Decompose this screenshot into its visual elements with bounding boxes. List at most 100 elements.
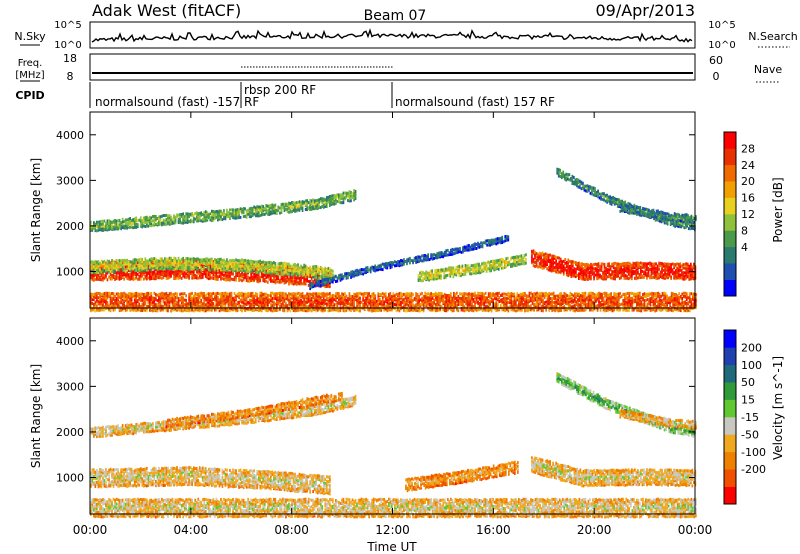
heatmap-cell — [591, 269, 594, 273]
heatmap-cell — [492, 241, 494, 244]
heatmap-cell — [588, 277, 591, 281]
heatmap-cell — [676, 266, 678, 270]
heatmap-cell — [572, 268, 574, 272]
heatmap-cell — [348, 190, 351, 194]
heatmap-cell — [165, 293, 168, 297]
heatmap-cell — [124, 292, 127, 296]
heatmap-cell — [102, 278, 104, 282]
heatmap-cell — [112, 294, 115, 298]
heatmap-cell — [540, 262, 542, 266]
heatmap-cell — [180, 221, 183, 225]
heatmap-cell — [612, 262, 615, 266]
heatmap-cell — [537, 258, 539, 262]
power-heatmap — [90, 167, 697, 313]
heatmap-cell — [532, 251, 535, 255]
heatmap-cell — [582, 183, 584, 187]
heatmap-cell — [100, 270, 103, 274]
heatmap-cell — [655, 274, 657, 278]
heatmap-cell — [194, 274, 197, 277]
heatmap-cell — [564, 258, 567, 262]
heatmap-cell — [123, 260, 125, 264]
heatmap-cell — [534, 250, 536, 254]
heatmap-cell — [434, 253, 437, 257]
heatmap-cell — [146, 292, 148, 295]
heatmap-cell — [144, 257, 147, 261]
heatmap-cell — [127, 266, 130, 270]
heatmap-cell — [637, 208, 640, 211]
heatmap-cell — [582, 186, 584, 190]
heatmap-cell — [91, 270, 94, 274]
heatmap-cell — [133, 293, 136, 297]
heatmap-cell — [283, 274, 286, 278]
heatmap-cell — [96, 298, 98, 302]
heatmap-cell — [114, 220, 116, 224]
heatmap-cell — [658, 273, 660, 277]
heatmap-cell — [158, 221, 160, 225]
heatmap-cell — [180, 296, 183, 299]
heatmap-cell — [612, 270, 615, 274]
heatmap-cell — [466, 248, 469, 252]
heatmap-cell — [629, 274, 632, 278]
heatmap-cell — [153, 272, 156, 275]
heatmap-cell — [659, 261, 662, 265]
heatmap-cell — [495, 239, 498, 243]
heatmap-cell — [185, 217, 187, 221]
heatmap-cell — [124, 220, 127, 224]
heatmap-cell — [634, 263, 636, 267]
heatmap-cell — [690, 267, 692, 271]
heatmap-cell — [603, 275, 606, 279]
heatmap-cell — [590, 274, 592, 278]
heatmap-cell — [679, 262, 682, 266]
heatmap-cell — [260, 271, 263, 275]
heatmap-cell — [130, 219, 133, 223]
heatmap-cell — [504, 235, 507, 238]
heatmap-cell — [456, 247, 458, 251]
heatmap-cell — [117, 294, 119, 298]
heatmap-cell — [487, 267, 489, 271]
heatmap-cell — [152, 300, 154, 304]
heatmap-cell — [623, 208, 626, 212]
heatmap-cell — [461, 264, 464, 268]
heatmap-cell — [188, 276, 190, 280]
heatmap-cell — [353, 274, 355, 278]
heatmap-cell — [289, 278, 292, 282]
heatmap-cell — [138, 268, 141, 272]
heatmap-cell — [481, 241, 484, 245]
heatmap-cell — [333, 193, 336, 197]
heatmap-cell — [445, 252, 448, 256]
heatmap-cell — [621, 273, 624, 277]
heatmap-cell — [270, 271, 272, 275]
heatmap-cell — [401, 259, 404, 263]
heatmap-cell — [223, 211, 225, 215]
heatmap-cell — [162, 263, 165, 267]
heatmap-cell — [282, 204, 284, 208]
heatmap-cell — [473, 263, 476, 267]
heatmap-cell — [466, 244, 469, 248]
heatmap-cell — [185, 262, 187, 265]
heatmap-cell — [690, 264, 692, 268]
heatmap-cell — [170, 256, 172, 260]
heatmap-cell — [242, 207, 245, 210]
heatmap-cell — [99, 262, 101, 265]
heatmap-cell — [194, 267, 197, 271]
heatmap-cell — [606, 264, 609, 268]
heatmap-cell — [562, 175, 565, 179]
heatmap-cell — [90, 228, 92, 232]
heatmap-cell — [615, 197, 617, 201]
heatmap-cell — [438, 274, 441, 278]
heatmap-cell — [561, 263, 564, 267]
heatmap-cell — [457, 265, 459, 269]
heatmap-cell — [120, 224, 122, 228]
heatmap-cell — [606, 271, 609, 274]
heatmap-cell — [371, 265, 373, 269]
heatmap-cell — [121, 225, 124, 229]
heatmap-cell — [177, 268, 180, 272]
heatmap-cell — [185, 214, 187, 218]
heatmap-cell — [434, 256, 437, 260]
heatmap-cell — [235, 272, 237, 276]
heatmap-cell — [93, 298, 95, 301]
heatmap-cell — [142, 277, 145, 281]
heatmap-cell — [600, 197, 602, 201]
heatmap-cell — [436, 252, 439, 256]
heatmap-cell — [618, 276, 621, 280]
